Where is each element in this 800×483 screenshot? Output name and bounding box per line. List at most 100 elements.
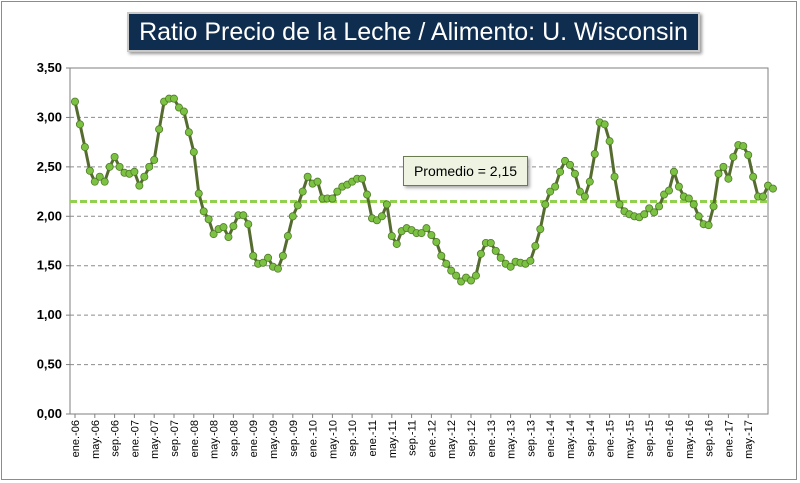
data-point	[224, 233, 233, 242]
data-point	[239, 211, 248, 220]
x-tick-label: ene.-06	[70, 420, 82, 457]
data-point	[75, 120, 84, 129]
data-point	[179, 107, 188, 116]
x-tick-label: sep.-10	[347, 420, 359, 457]
data-point	[610, 172, 619, 181]
data-point	[674, 182, 683, 191]
data-point	[184, 128, 193, 137]
data-point	[105, 162, 114, 171]
x-tick-label: sep.-16	[704, 420, 716, 457]
data-point	[471, 271, 480, 280]
data-point	[249, 251, 258, 260]
data-point	[140, 172, 149, 181]
data-point	[244, 220, 253, 229]
data-point	[264, 253, 273, 262]
x-tick-labels: ene.-06 may.-06 sep.-06 ene.-07 may.-07 sep.-…	[70, 420, 755, 459]
x-tick-label: ene.-10	[308, 420, 320, 457]
x-tick-label: may.-15	[624, 420, 636, 459]
data-point	[491, 246, 500, 255]
data-point	[506, 262, 515, 271]
data-point	[704, 221, 713, 230]
chart-title-box: Ratio Precio de la Leche / Alimento: U. …	[127, 12, 700, 52]
data-point	[689, 200, 698, 209]
data-point	[600, 120, 609, 129]
y-tick-label: 1,50	[37, 258, 62, 273]
y-tick-label: 0,00	[37, 406, 62, 421]
data-point	[536, 225, 545, 234]
x-tick-label: may.-10	[327, 420, 339, 459]
data-point	[115, 162, 124, 171]
x-tick-label: may.-08	[209, 420, 221, 459]
data-point	[387, 232, 396, 241]
data-point	[724, 174, 733, 183]
data-point	[288, 212, 297, 221]
data-point	[744, 150, 753, 159]
data-point	[566, 160, 575, 169]
y-tick-label: 1,00	[37, 307, 62, 322]
data-point	[447, 266, 456, 275]
data-point	[71, 97, 80, 106]
data-point	[729, 152, 738, 161]
data-point	[95, 172, 104, 181]
data-point	[382, 200, 391, 209]
x-tick-label: ene.-15	[605, 420, 617, 457]
axis-layer	[66, 67, 769, 418]
x-tick-label: ene.-09	[248, 420, 260, 457]
data-point	[155, 125, 164, 134]
x-tick-label: may.-14	[565, 420, 577, 459]
x-tick-label: may.-07	[149, 420, 161, 459]
data-point	[694, 212, 703, 221]
series-layer	[71, 94, 777, 286]
data-point	[466, 276, 475, 285]
data-point	[417, 229, 426, 238]
data-point	[313, 177, 322, 186]
x-tick-label: ene.-16	[664, 420, 676, 457]
y-tick-labels: 0,00 0,50 1,00 1,50 2,00 2,50 3,00 3,50	[37, 60, 62, 421]
y-tick-label: 2,00	[37, 208, 62, 223]
data-point	[392, 239, 401, 248]
x-tick-label: sep.-12	[466, 420, 478, 457]
data-point	[130, 167, 139, 176]
x-tick-label: ene.-13	[486, 420, 498, 457]
x-tick-label: ene.-12	[426, 420, 438, 457]
data-point	[229, 222, 238, 231]
data-point	[273, 264, 282, 273]
data-point	[194, 189, 203, 198]
data-point	[605, 137, 614, 146]
x-tick-label: sep.-08	[228, 420, 240, 457]
data-point	[496, 253, 505, 262]
data-point	[575, 187, 584, 196]
data-point	[640, 210, 649, 219]
x-tick-label: ene.-14	[545, 420, 557, 457]
data-point	[100, 177, 109, 186]
data-point	[110, 152, 119, 161]
x-tick-label: ene.-17	[723, 420, 735, 457]
data-point	[259, 258, 268, 267]
x-tick-label: may.-16	[684, 420, 696, 459]
data-point	[570, 169, 579, 178]
average-annotation-text: Promedio = 2,15	[413, 163, 518, 179]
x-tick-label: sep.-14	[585, 420, 597, 457]
x-tick-label: ene.-11	[367, 420, 379, 457]
data-point	[684, 194, 693, 203]
data-point	[719, 162, 728, 171]
data-point	[615, 200, 624, 209]
data-point	[169, 94, 178, 103]
average-annotation-box: Promedio = 2,15	[403, 156, 528, 186]
grid-layer	[70, 116, 768, 366]
data-point	[204, 215, 213, 224]
x-tick-label: sep.-09	[288, 420, 300, 457]
x-tick-label: may.-13	[506, 420, 518, 459]
x-tick-label: sep.-06	[110, 420, 122, 457]
x-tick-label: sep.-13	[525, 420, 537, 457]
chart-title: Ratio Precio de la Leche / Alimento: U. …	[139, 17, 688, 46]
data-point	[590, 150, 599, 159]
data-point	[432, 237, 441, 246]
data-point	[452, 271, 461, 280]
data-point	[422, 224, 431, 233]
y-tick-label: 0,50	[37, 357, 62, 372]
x-tick-label: sep.-11	[407, 420, 419, 456]
data-point	[219, 223, 228, 232]
data-point	[328, 194, 337, 203]
